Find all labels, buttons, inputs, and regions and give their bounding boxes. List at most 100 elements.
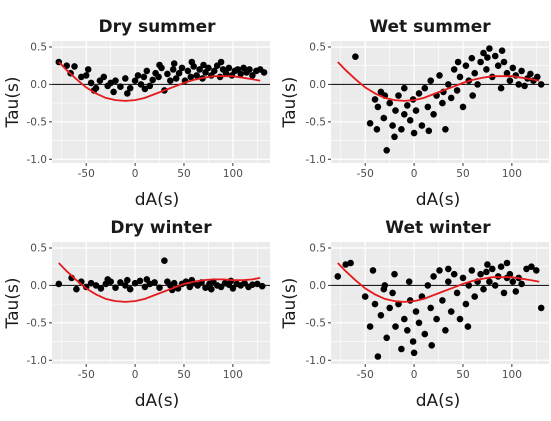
data-point <box>497 84 505 92</box>
x-axis-label: dA(s) <box>416 391 461 411</box>
data-point <box>392 107 399 114</box>
data-point <box>82 72 90 79</box>
x-tick-label: 50 <box>177 168 190 180</box>
data-point <box>506 270 514 278</box>
data-point <box>509 64 517 72</box>
data-point <box>418 122 426 129</box>
data-point <box>229 285 237 292</box>
plot-background <box>52 242 270 364</box>
x-tick-label: 50 <box>456 168 469 180</box>
data-point <box>126 285 134 293</box>
x-tick-label: 0 <box>132 369 139 381</box>
data-point <box>246 66 253 73</box>
x-axis-label: dA(s) <box>135 190 180 210</box>
data-point <box>483 268 490 276</box>
data-point <box>383 334 391 342</box>
data-point <box>97 285 105 292</box>
data-point <box>196 66 203 73</box>
data-point <box>141 85 149 93</box>
data-point <box>249 281 256 289</box>
data-point <box>143 276 151 283</box>
data-point <box>500 58 508 66</box>
data-point <box>381 282 389 289</box>
data-point <box>369 267 377 274</box>
data-point <box>100 73 108 81</box>
data-point <box>453 87 461 94</box>
data-point <box>450 270 458 278</box>
data-point <box>225 64 233 72</box>
data-point <box>391 133 398 141</box>
data-point <box>489 265 496 273</box>
data-point <box>187 73 195 81</box>
data-point <box>410 129 418 137</box>
data-point <box>503 69 511 77</box>
data-point <box>528 263 535 271</box>
fit-curve <box>337 61 540 102</box>
data-point <box>471 69 479 77</box>
y-tick-label: -0.5 <box>306 317 327 329</box>
data-point <box>366 120 374 127</box>
data-point <box>430 111 437 118</box>
data-point <box>421 84 429 92</box>
data-point <box>143 67 151 75</box>
x-tick-label: 0 <box>411 168 418 180</box>
data-point <box>161 257 168 265</box>
data-point <box>392 323 399 330</box>
data-point <box>430 273 437 280</box>
x-tick-label: -50 <box>357 369 374 381</box>
data-point <box>170 279 178 287</box>
data-point <box>141 283 149 291</box>
data-point <box>480 49 487 57</box>
data-point <box>334 273 342 280</box>
data-point <box>169 66 177 73</box>
y-axis-label: Tau(s) <box>3 77 23 129</box>
data-point <box>371 96 379 103</box>
data-point <box>509 278 517 286</box>
data-point <box>110 88 117 96</box>
data-point <box>484 54 491 61</box>
data-point <box>456 73 464 81</box>
data-point <box>503 259 511 267</box>
data-point <box>404 102 411 109</box>
data-point <box>445 278 452 286</box>
y-axis-label: Tau(s) <box>280 77 300 129</box>
data-point <box>469 92 477 99</box>
data-point <box>498 47 506 54</box>
data-point <box>122 282 129 289</box>
data-point <box>533 267 540 274</box>
x-axis-label: dA(s) <box>135 391 180 411</box>
data-point <box>347 259 354 267</box>
data-point <box>468 267 476 274</box>
panel-3: -50 0 50 100 -1.0 -0.5 0.0 0.5 Dry winter dA(s) Ta… <box>3 218 270 411</box>
data-point <box>527 70 534 78</box>
data-point <box>497 263 505 271</box>
panel-1: -50 0 50 100 -1.0 -0.5 0.0 0.5 Dry summer dA(s) Ta… <box>3 17 270 210</box>
data-point <box>164 70 171 78</box>
data-point <box>425 127 433 135</box>
data-point <box>55 280 63 288</box>
data-point <box>383 147 391 154</box>
data-point <box>410 349 418 357</box>
data-point <box>155 73 162 81</box>
data-point <box>424 103 432 111</box>
y-tick-label: 0.5 <box>309 41 326 53</box>
data-point <box>389 289 396 297</box>
y-tick-label: -1.0 <box>27 355 48 367</box>
data-point <box>462 62 470 69</box>
data-point <box>412 107 420 114</box>
data-point <box>427 77 435 84</box>
data-point <box>459 103 467 111</box>
data-point <box>404 327 411 334</box>
data-point <box>484 261 491 268</box>
x-tick-label: 50 <box>177 369 190 381</box>
x-tick-label: 100 <box>502 369 522 381</box>
data-point <box>373 126 381 133</box>
x-tick-label: 50 <box>456 369 469 381</box>
y-tick-label: -1.0 <box>306 154 327 166</box>
data-point <box>442 327 449 334</box>
data-point <box>104 276 111 283</box>
y-tick-label: -0.5 <box>27 317 48 329</box>
panel-title: Wet winter <box>385 218 491 238</box>
data-point <box>253 280 261 288</box>
x-tick-label: 0 <box>411 369 418 381</box>
